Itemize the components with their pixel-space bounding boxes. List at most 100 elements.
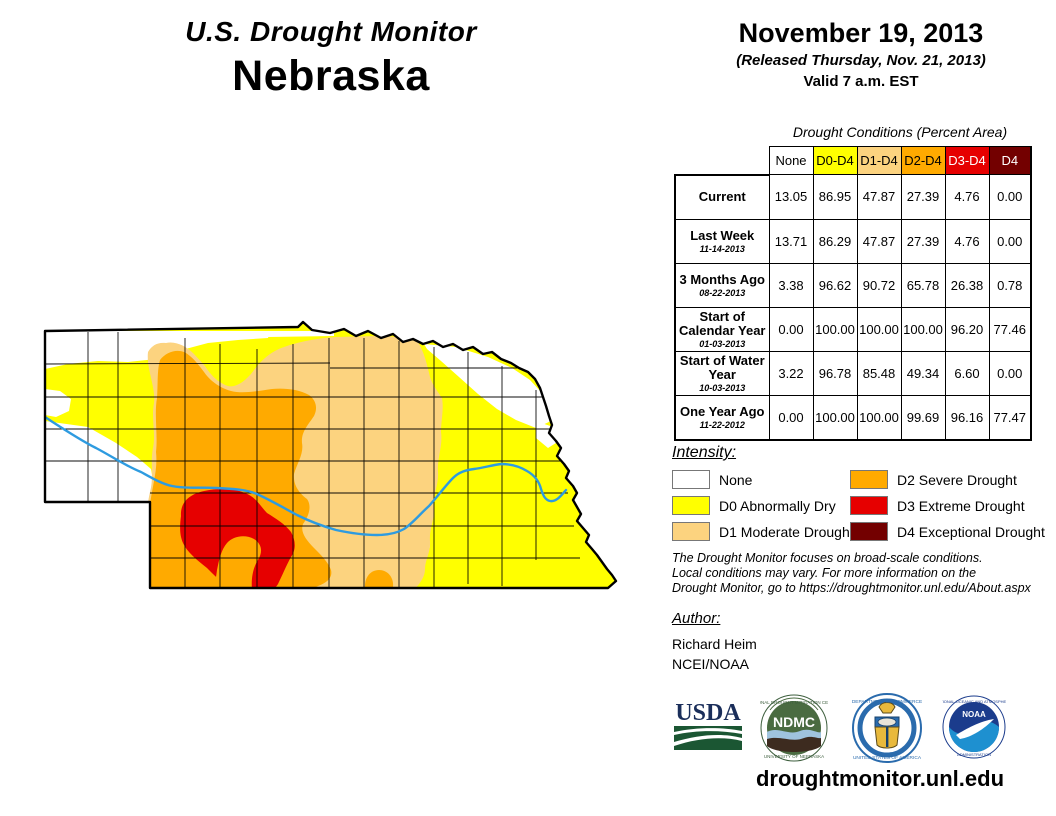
platte-river — [45, 415, 568, 537]
nebraska-drought-map — [43, 320, 618, 590]
table-row: Start of Water Year 10-03-2013 3.22 96.78… — [674, 350, 1032, 396]
title-block: U.S. Drought Monitor Nebraska — [31, 16, 631, 101]
table-row: Current 13.05 86.95 47.87 27.39 4.76 0.0… — [674, 173, 1032, 220]
svg-text:NOAA: NOAA — [962, 710, 986, 719]
cell-value: 13.05 — [768, 174, 814, 220]
svg-text:NATIONAL OCEANIC AND ATMOSPHER: NATIONAL OCEANIC AND ATMOSPHERIC — [942, 699, 1006, 704]
table-caption: Drought Conditions (Percent Area) — [792, 124, 1008, 140]
cell-value: 100.00 — [812, 306, 858, 352]
table-row: One Year Ago 11-22-2012 0.00 100.00 100.0… — [674, 394, 1032, 441]
cell-value: 27.39 — [900, 174, 946, 220]
cell-value: 77.47 — [988, 394, 1032, 441]
date-block: November 19, 2013 (Released Thursday, No… — [670, 18, 1052, 90]
col-header-d1-d4: D1-D4 — [856, 146, 902, 175]
svg-text:NDMC: NDMC — [773, 714, 815, 730]
swatch-d3 — [850, 496, 888, 515]
col-header-d2-d4: D2-D4 — [900, 146, 946, 175]
cell-value: 4.76 — [944, 174, 990, 220]
cell-value: 99.69 — [900, 394, 946, 441]
col-header-d3-d4: D3-D4 — [944, 146, 990, 175]
legend-heading: Intensity: — [672, 444, 737, 461]
disclaimer-text: The Drought Monitor focuses on broad-sca… — [672, 551, 1031, 595]
svg-text:UNITED STATES OF AMERICA: UNITED STATES OF AMERICA — [853, 755, 922, 761]
table-row: Last Week 11-14-2013 13.71 86.29 47.87 27… — [674, 218, 1032, 264]
col-header-d4: D4 — [988, 146, 1032, 175]
cell-value: 0.00 — [988, 218, 1032, 264]
row-label: Start of Water Year 10-03-2013 — [674, 350, 770, 396]
svg-text:UNIVERSITY OF NEBRASKA: UNIVERSITY OF NEBRASKA — [764, 754, 824, 759]
map-region-d2-notch — [213, 536, 262, 588]
ndmc-logo: NDMC NATIONAL DROUGHT MITIGATION CENTER … — [760, 694, 828, 762]
cell-value: 0.00 — [768, 394, 814, 441]
table-blank-cell — [675, 147, 769, 175]
cell-value: 3.38 — [768, 262, 814, 308]
cell-value: 96.78 — [812, 350, 858, 396]
row-label: 3 Months Ago 08-22-2013 — [674, 262, 770, 308]
cell-value: 0.78 — [988, 262, 1032, 308]
nebraska-outline — [43, 320, 618, 590]
cell-value: 4.76 — [944, 218, 990, 264]
cell-value: 86.29 — [812, 218, 858, 264]
author-org: NCEI/NOAA — [672, 656, 750, 672]
noaa-logo: NOAA NATIONAL OCEANIC AND ATMOSPHERIC AD… — [942, 695, 1006, 759]
cell-value: 86.95 — [812, 174, 858, 220]
cell-value: 90.72 — [856, 262, 902, 308]
release-date: (Released Thursday, Nov. 21, 2013) — [736, 52, 986, 69]
cell-value: 96.16 — [944, 394, 990, 441]
map-region-d2-south-blob — [364, 570, 394, 588]
legend-item-none: None — [672, 470, 850, 489]
cell-value: 100.00 — [856, 394, 902, 441]
svg-text:ADMINISTRATION: ADMINISTRATION — [957, 752, 991, 757]
row-label: Current — [674, 173, 770, 220]
table-row: Start of Calendar Year 01-03-2013 0.00 10… — [674, 306, 1032, 352]
row-label: Last Week 11-14-2013 — [674, 218, 770, 264]
county-lines — [45, 332, 580, 588]
cell-value: 65.78 — [900, 262, 946, 308]
svg-text:DEPARTMENT OF COMMERCE: DEPARTMENT OF COMMERCE — [852, 699, 922, 705]
cell-value: 26.38 — [944, 262, 990, 308]
table-row: 3 Months Ago 08-22-2013 3.38 96.62 90.72 … — [674, 262, 1032, 308]
cell-value: 100.00 — [856, 306, 902, 352]
cell-value: 47.87 — [856, 218, 902, 264]
cell-value: 77.46 — [988, 306, 1032, 352]
legend-item-d2: D2 Severe Drought — [850, 470, 1045, 489]
intensity-legend: Intensity: None D0 Abnormally Dry D1 Mod… — [672, 444, 1056, 541]
cell-value: 0.00 — [988, 174, 1032, 220]
table-header-row: None D0-D4 D1-D4 D2-D4 D3-D4 D4 — [675, 146, 1032, 175]
cell-value: 13.71 — [768, 218, 814, 264]
state-name: Nebraska — [232, 52, 430, 100]
agency-logos: USDA NDMC NATIONAL DROUGHT MITIGATION CE… — [668, 690, 1054, 763]
legend-item-d4: D4 Exceptional Drought — [850, 522, 1045, 541]
col-header-none: None — [768, 146, 814, 175]
conditions-table: None D0-D4 D1-D4 D2-D4 D3-D4 D4 Current … — [674, 146, 1032, 441]
cell-value: 6.60 — [944, 350, 990, 396]
cell-value: 100.00 — [900, 306, 946, 352]
swatch-d2 — [850, 470, 888, 489]
cell-value: 49.34 — [900, 350, 946, 396]
col-header-d0-d4: D0-D4 — [812, 146, 858, 175]
legend-item-d1: D1 Moderate Drought — [672, 522, 854, 541]
valid-time: Valid 7 a.m. EST — [803, 73, 919, 90]
swatch-d1 — [672, 522, 710, 541]
cell-value: 96.20 — [944, 306, 990, 352]
author-heading: Author: — [672, 610, 721, 627]
cell-value: 96.62 — [812, 262, 858, 308]
author-name: Richard Heim — [672, 636, 757, 652]
cell-value: 0.00 — [768, 306, 814, 352]
legend-item-d3: D3 Extreme Drought — [850, 496, 1045, 515]
svg-text:NATIONAL DROUGHT MITIGATION CE: NATIONAL DROUGHT MITIGATION CENTER — [760, 700, 828, 705]
cell-value: 100.00 — [812, 394, 858, 441]
cell-value: 0.00 — [988, 350, 1032, 396]
cell-value: 27.39 — [900, 218, 946, 264]
map-date: November 19, 2013 — [738, 18, 984, 48]
svg-text:USDA: USDA — [675, 700, 741, 726]
legend-item-d0: D0 Abnormally Dry — [672, 496, 850, 515]
cell-value: 47.87 — [856, 174, 902, 220]
author-block: Author: Richard Heim NCEI/NOAA — [672, 610, 757, 672]
swatch-d4 — [850, 522, 888, 541]
cell-value: 3.22 — [768, 350, 814, 396]
commerce-seal-logo: DEPARTMENT OF COMMERCE UNITED STATES OF … — [852, 693, 922, 763]
report-title: U.S. Drought Monitor — [185, 16, 477, 47]
row-label: Start of Calendar Year 01-03-2013 — [674, 306, 770, 352]
